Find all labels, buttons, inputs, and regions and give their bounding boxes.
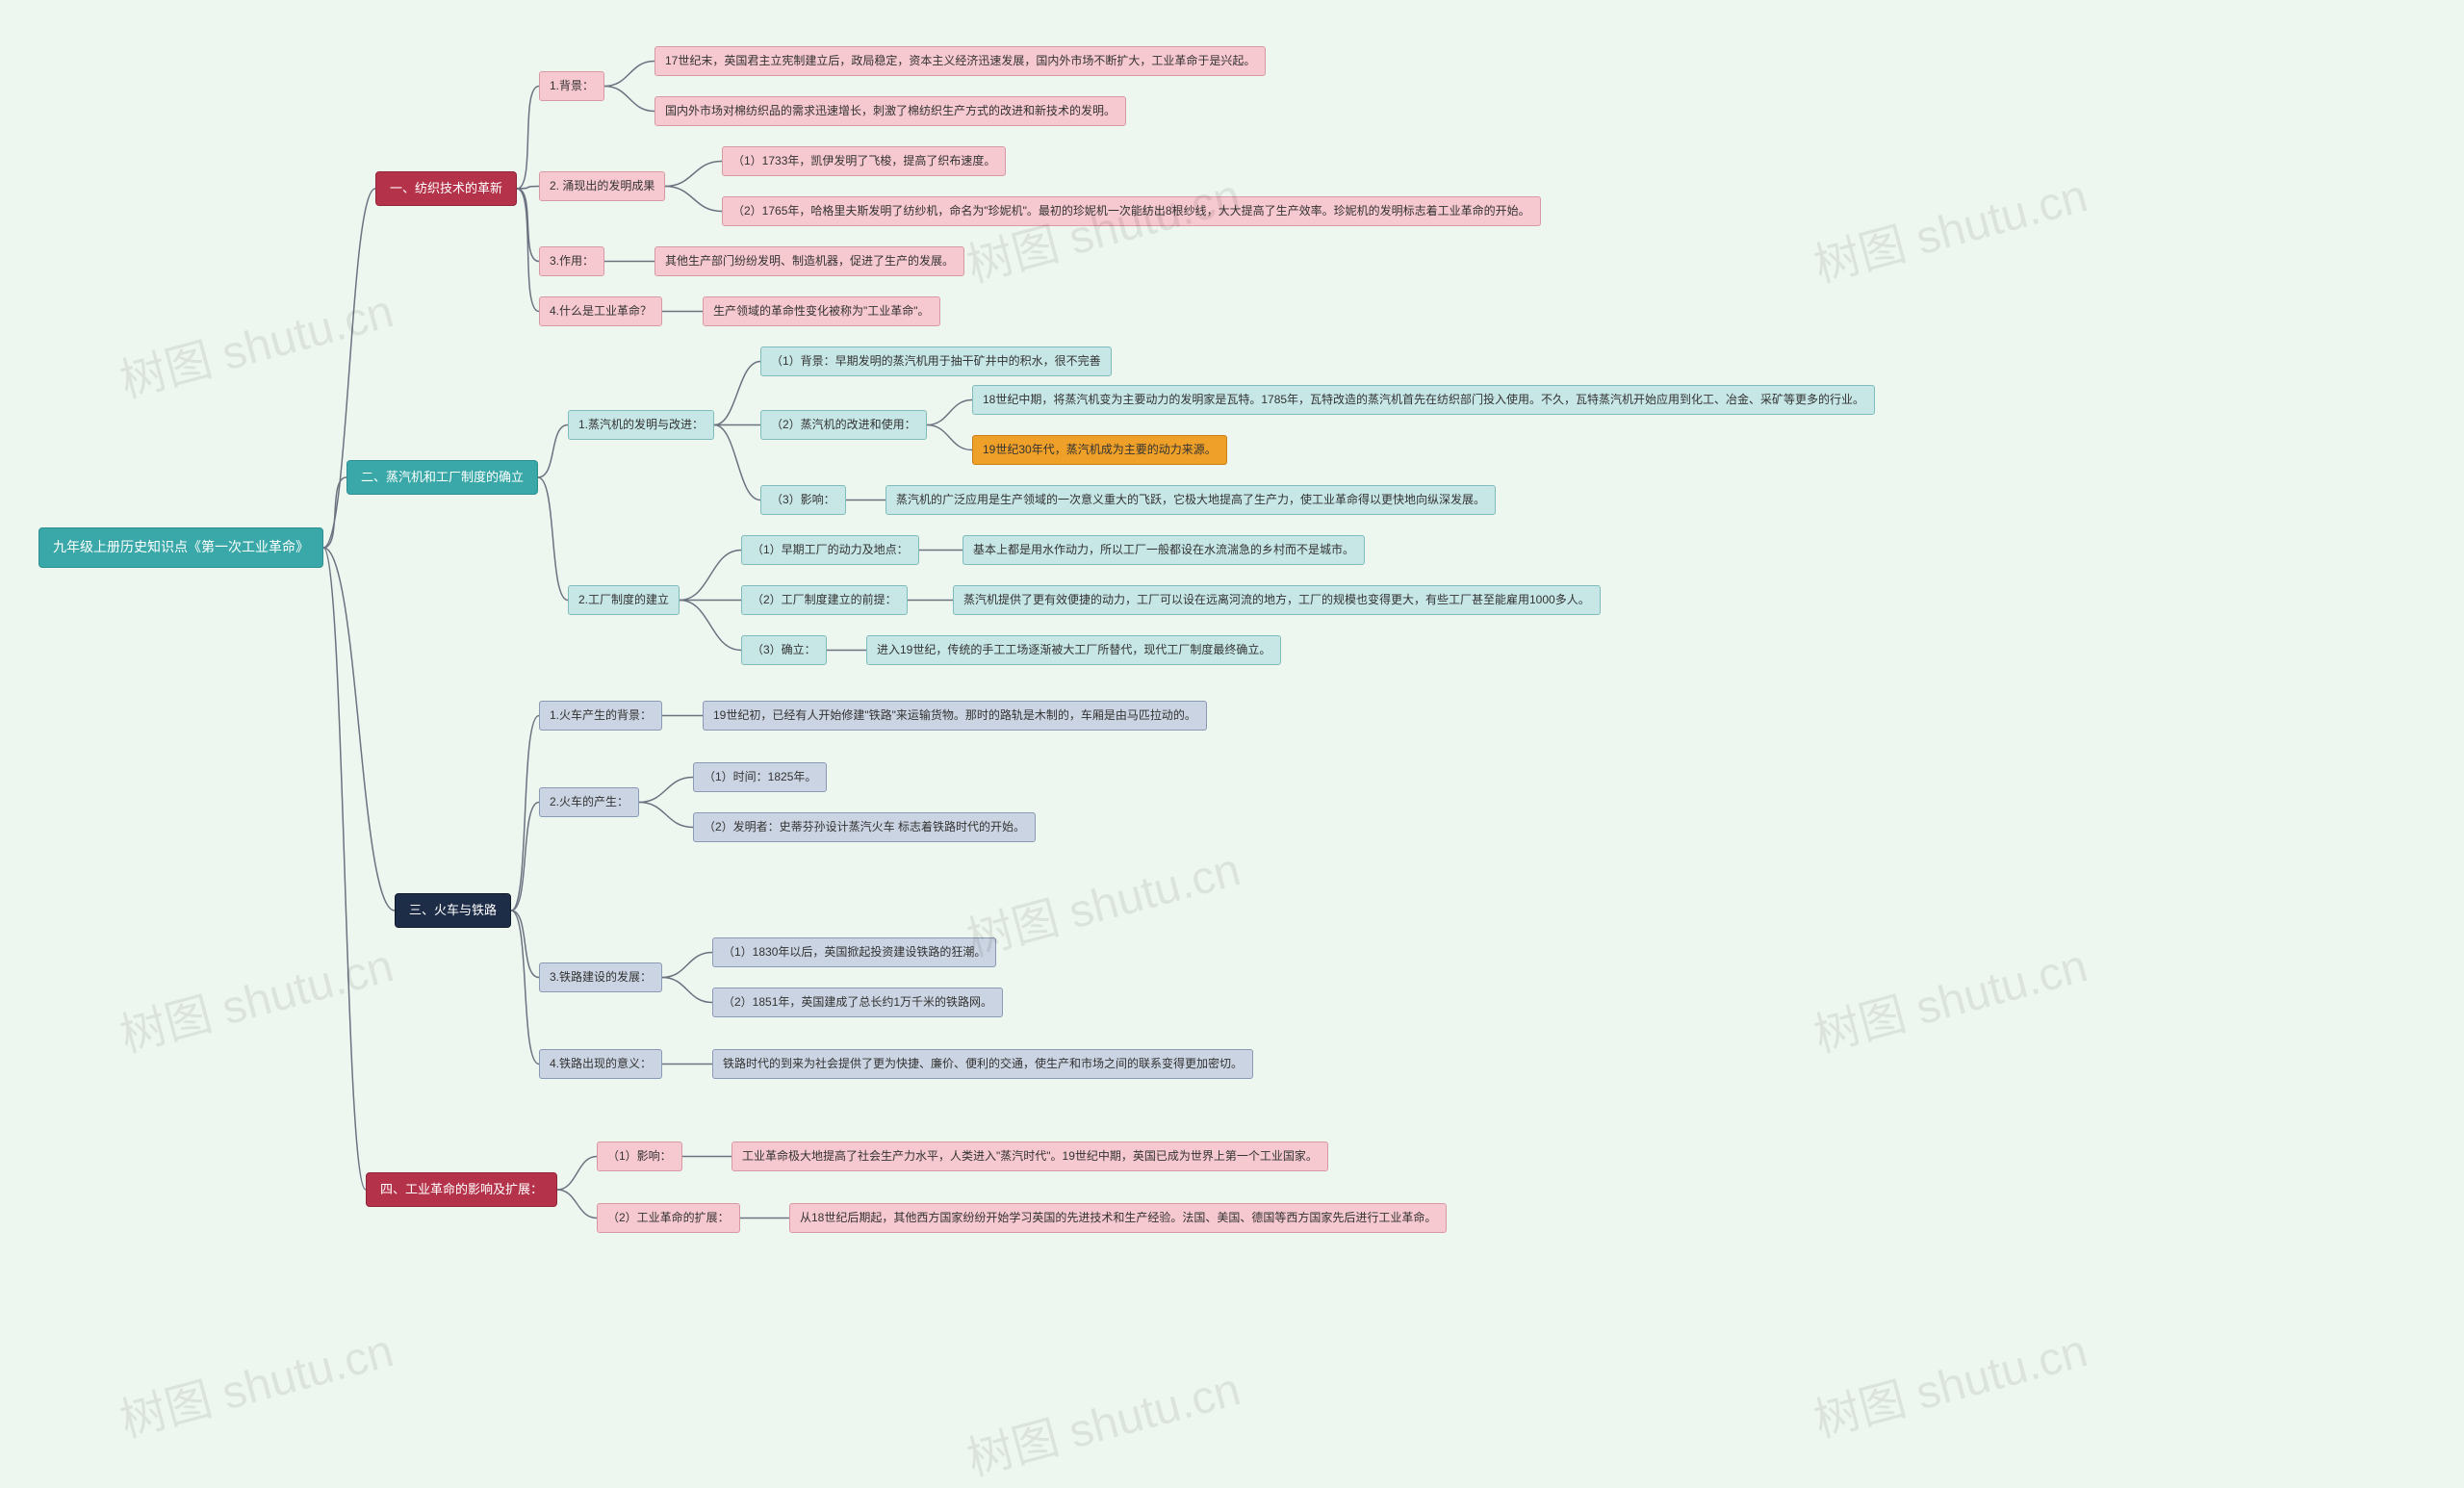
edge-s2a2-s2a2a — [927, 400, 972, 425]
edge-s2a-s2a3 — [714, 425, 760, 500]
watermark: 树图 shutu.cn — [1806, 1313, 2093, 1450]
watermark: 树图 shutu.cn — [959, 832, 1246, 969]
watermark: 树图 shutu.cn — [1806, 158, 2093, 295]
node-s2a[interactable]: 1.蒸汽机的发明与改进： — [568, 410, 714, 440]
edge-s3b-s3b1 — [639, 778, 693, 803]
node-s2b2[interactable]: （2）工厂制度建立的前提： — [741, 585, 908, 615]
edge-s1-s1c — [517, 189, 539, 262]
node-s2b3a[interactable]: 进入19世纪，传统的手工工场逐渐被大工厂所替代，现代工厂制度最终确立。 — [866, 635, 1281, 665]
edge-s2b-s2b1 — [680, 551, 741, 601]
edge-s1b-s1b2 — [665, 187, 722, 212]
edge-s4-s4b — [557, 1190, 597, 1219]
edge-s2a2-s2a2b — [927, 425, 972, 450]
edge-s2-s2a — [538, 425, 568, 478]
edge-root-s4 — [323, 548, 366, 1190]
node-s2a1[interactable]: （1）背景：早期发明的蒸汽机用于抽干矿井中的积水，很不完善 — [760, 346, 1112, 376]
node-s4a1[interactable]: 工业革命极大地提高了社会生产力水平，人类进入"蒸汽时代"。19世纪中期，英国已成… — [732, 1142, 1328, 1171]
node-s2a2b[interactable]: 19世纪30年代，蒸汽机成为主要的动力来源。 — [972, 435, 1227, 465]
node-s2b1[interactable]: （1）早期工厂的动力及地点： — [741, 535, 919, 565]
node-s1b1[interactable]: （1）1733年，凯伊发明了飞梭，提高了织布速度。 — [722, 146, 1006, 176]
node-s2a2a[interactable]: 18世纪中期，将蒸汽机变为主要动力的发明家是瓦特。1785年，瓦特改造的蒸汽机首… — [972, 385, 1875, 415]
watermark: 树图 shutu.cn — [1806, 928, 2093, 1065]
edge-s1-s1d — [517, 189, 539, 312]
node-s1a2[interactable]: 国内外市场对棉纺织品的需求迅速增长，刺激了棉纺织生产方式的改进和新技术的发明。 — [654, 96, 1126, 126]
node-s3b1[interactable]: （1）时间：1825年。 — [693, 762, 827, 792]
node-s3a1[interactable]: 19世纪初，已经有人开始修建"铁路"来运输货物。那时的路轨是木制的，车厢是由马匹… — [703, 701, 1207, 731]
node-root[interactable]: 九年级上册历史知识点《第一次工业革命》 — [38, 527, 323, 568]
edge-root-s3 — [323, 548, 395, 911]
node-s1a[interactable]: 1.背景： — [539, 71, 604, 101]
edge-s1b-s1b1 — [665, 162, 722, 187]
node-s3c2[interactable]: （2）1851年，英国建成了总长约1万千米的铁路网。 — [712, 988, 1003, 1017]
edge-root-s2 — [323, 477, 346, 548]
node-s1b2[interactable]: （2）1765年，哈格里夫斯发明了纺纱机，命名为"珍妮机"。最初的珍妮机一次能纺… — [722, 196, 1541, 226]
node-s3[interactable]: 三、火车与铁路 — [395, 893, 511, 928]
edge-s3-s3b — [511, 803, 539, 911]
edge-s2b-s2b3 — [680, 601, 741, 651]
edge-s2a-s2a1 — [714, 362, 760, 425]
node-s1d1[interactable]: 生产领域的革命性变化被称为"工业革命"。 — [703, 296, 940, 326]
node-s4b1[interactable]: 从18世纪后期起，其他西方国家纷纷开始学习英国的先进技术和生产经验。法国、美国、… — [789, 1203, 1447, 1233]
node-s3d1[interactable]: 铁路时代的到来为社会提供了更为快捷、廉价、便利的交通，使生产和市场之间的联系变得… — [712, 1049, 1253, 1079]
edge-s3c-s3c1 — [662, 953, 712, 978]
watermark: 树图 shutu.cn — [959, 158, 1246, 295]
edge-s1-s1a — [517, 87, 539, 190]
edge-s3-s3a — [511, 716, 539, 911]
edge-s3-s3d — [511, 911, 539, 1065]
node-s2b[interactable]: 2.工厂制度的建立 — [568, 585, 680, 615]
node-s2b1a[interactable]: 基本上都是用水作动力，所以工厂一般都设在水流湍急的乡村而不是城市。 — [962, 535, 1365, 565]
node-s1a1[interactable]: 17世纪末，英国君主立宪制建立后，政局稳定，资本主义经济迅速发展，国内外市场不断… — [654, 46, 1266, 76]
node-s2b3[interactable]: （3）确立： — [741, 635, 827, 665]
node-s1c[interactable]: 3.作用： — [539, 246, 604, 276]
watermark: 树图 shutu.cn — [112, 1313, 399, 1450]
node-s2b2a[interactable]: 蒸汽机提供了更有效便捷的动力，工厂可以设在远离河流的地方，工厂的规模也变得更大，… — [953, 585, 1601, 615]
node-s4b[interactable]: （2）工业革命的扩展： — [597, 1203, 740, 1233]
node-s3d[interactable]: 4.铁路出现的意义： — [539, 1049, 662, 1079]
node-s1[interactable]: 一、纺织技术的革新 — [375, 171, 517, 206]
node-s3b2[interactable]: （2）发明者：史蒂芬孙设计蒸汽火车 标志着铁路时代的开始。 — [693, 812, 1036, 842]
node-s2[interactable]: 二、蒸汽机和工厂制度的确立 — [346, 460, 538, 495]
node-s1d[interactable]: 4.什么是工业革命？ — [539, 296, 662, 326]
watermark: 树图 shutu.cn — [959, 1351, 1246, 1488]
node-s2a2[interactable]: （2）蒸汽机的改进和使用： — [760, 410, 927, 440]
edge-s3b-s3b2 — [639, 803, 693, 828]
watermark: 树图 shutu.cn — [112, 928, 399, 1065]
watermark: 树图 shutu.cn — [112, 273, 399, 411]
node-s4[interactable]: 四、工业革命的影响及扩展： — [366, 1172, 557, 1207]
node-s3b[interactable]: 2.火车的产生： — [539, 787, 639, 817]
node-s3a[interactable]: 1.火车产生的背景： — [539, 701, 662, 731]
mindmap-stage: 九年级上册历史知识点《第一次工业革命》 一、纺织技术的革新二、蒸汽机和工厂制度的确… — [0, 0, 2464, 1431]
edge-s2-s2b — [538, 477, 568, 601]
edge-s1-s1b — [517, 187, 539, 190]
node-s3c1[interactable]: （1）1830年以后，英国掀起投资建设铁路的狂潮。 — [712, 937, 996, 967]
edge-s1a-s1a1 — [604, 62, 654, 87]
node-s2a3[interactable]: （3）影响： — [760, 485, 846, 515]
node-s4a[interactable]: （1）影响： — [597, 1142, 682, 1171]
node-s1c1[interactable]: 其他生产部门纷纷发明、制造机器，促进了生产的发展。 — [654, 246, 964, 276]
edge-s1a-s1a2 — [604, 87, 654, 112]
edge-s4-s4a — [557, 1157, 597, 1191]
edge-s3-s3c — [511, 911, 539, 978]
edge-s3c-s3c2 — [662, 978, 712, 1003]
node-s1b[interactable]: 2. 涌现出的发明成果 — [539, 171, 665, 201]
node-s2a3a[interactable]: 蒸汽机的广泛应用是生产领域的一次意义重大的飞跃，它极大地提高了生产力，使工业革命… — [886, 485, 1496, 515]
node-s3c[interactable]: 3.铁路建设的发展： — [539, 962, 662, 992]
